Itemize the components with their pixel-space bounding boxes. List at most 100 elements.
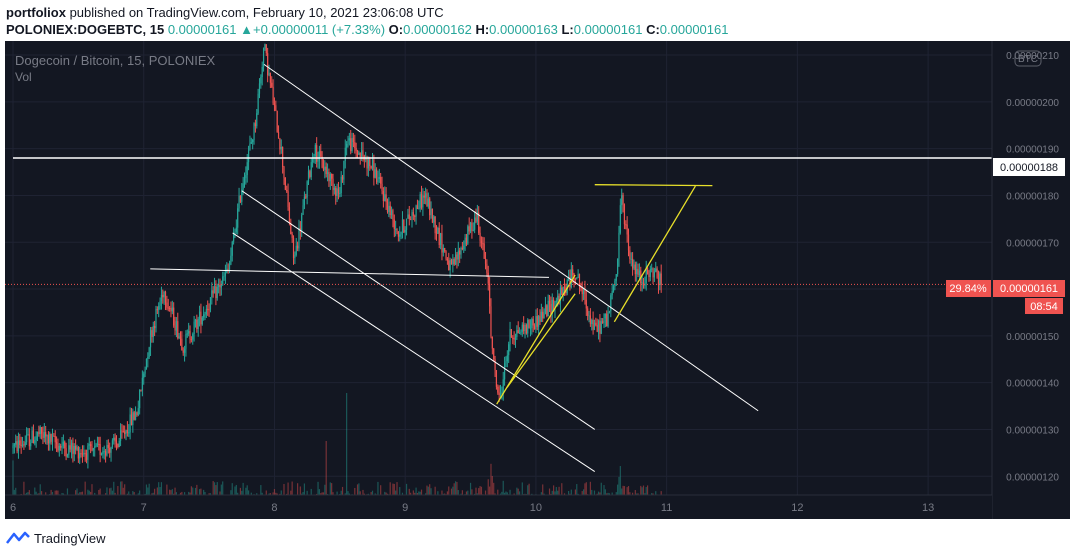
candle-body bbox=[416, 205, 419, 210]
candle-body bbox=[355, 148, 357, 151]
candle-body bbox=[253, 123, 255, 140]
candle-body bbox=[51, 435, 54, 442]
volume-bar bbox=[247, 490, 250, 495]
volume-bar bbox=[399, 487, 401, 495]
candle-body bbox=[645, 267, 647, 284]
y-tick-label: 0.00000120 bbox=[1006, 472, 1059, 483]
candle-body bbox=[132, 412, 134, 426]
candle-body bbox=[237, 208, 239, 228]
candle-body bbox=[520, 331, 522, 334]
tradingview-logo-icon[interactable] bbox=[6, 531, 30, 545]
volume-bar bbox=[441, 490, 443, 495]
volume-bar bbox=[600, 482, 602, 495]
candle-body bbox=[102, 451, 104, 454]
volume-bar bbox=[208, 493, 210, 495]
candle-body bbox=[38, 431, 40, 435]
volume-bar bbox=[641, 487, 643, 495]
volume-bar bbox=[623, 486, 626, 495]
y-tick-label: 0.00000210 bbox=[1006, 51, 1059, 62]
candle-body bbox=[80, 453, 82, 455]
pattern-flag-top bbox=[594, 184, 713, 187]
candle-body bbox=[317, 160, 319, 162]
candle-body bbox=[100, 453, 103, 455]
candle-body bbox=[469, 222, 472, 232]
candle-body bbox=[393, 219, 395, 230]
x-tick-label: 11 bbox=[661, 502, 672, 514]
volume-bar bbox=[577, 493, 579, 495]
candle-body bbox=[621, 195, 623, 206]
candle-body bbox=[40, 427, 43, 434]
author-name[interactable]: portfoliox bbox=[6, 5, 66, 20]
candle-body bbox=[139, 389, 141, 409]
candle-body bbox=[72, 442, 74, 454]
volume-bar bbox=[98, 489, 100, 495]
candle-body bbox=[487, 272, 489, 284]
candle-body bbox=[47, 435, 50, 444]
candle-body bbox=[656, 268, 658, 278]
volume-bar bbox=[542, 484, 544, 495]
candle-body bbox=[23, 444, 25, 446]
volume-bar bbox=[363, 493, 365, 495]
candle-body bbox=[186, 333, 188, 335]
candle-body bbox=[377, 179, 379, 183]
volume-bar bbox=[189, 492, 191, 495]
candle-body bbox=[538, 316, 540, 327]
volume-bar bbox=[209, 493, 212, 495]
price-chart[interactable]: Dogecoin / Bitcoin, 15, POLONIEX Vol 0.0… bbox=[5, 41, 1070, 519]
volume-bar bbox=[77, 493, 79, 495]
candle-body bbox=[454, 254, 457, 265]
candle-body bbox=[39, 427, 41, 435]
volume-bar bbox=[269, 493, 271, 495]
volume-bar bbox=[160, 482, 163, 495]
candle-body bbox=[321, 156, 323, 168]
candle-body bbox=[495, 370, 498, 387]
volume-bar bbox=[90, 491, 92, 495]
volume-bar bbox=[652, 493, 654, 495]
volume-bar bbox=[425, 493, 427, 495]
candle-body bbox=[472, 229, 474, 231]
volume-bar bbox=[299, 486, 301, 495]
volume-bar bbox=[61, 492, 63, 495]
volume-bar bbox=[122, 487, 124, 495]
candle-body bbox=[62, 441, 64, 446]
time-axis[interactable] bbox=[5, 495, 992, 519]
candle-body bbox=[164, 291, 167, 303]
candle-body bbox=[303, 196, 306, 206]
candle-body bbox=[359, 152, 361, 158]
candle-body bbox=[31, 430, 33, 443]
volume-bar bbox=[569, 493, 571, 495]
tradingview-brand[interactable]: TradingView bbox=[34, 530, 106, 546]
candle-body bbox=[392, 210, 394, 220]
volume-bar bbox=[133, 492, 135, 495]
volume-bar bbox=[348, 493, 350, 495]
candle-body bbox=[117, 443, 119, 448]
volume-bar bbox=[260, 485, 262, 495]
currency-badge[interactable]: BTC bbox=[1014, 50, 1042, 67]
volume-bar bbox=[35, 491, 37, 495]
candle-body bbox=[20, 445, 22, 447]
volume-bar bbox=[230, 490, 232, 495]
trendline-support-line bbox=[150, 268, 549, 278]
candle-body bbox=[596, 325, 598, 332]
candle-body bbox=[257, 93, 259, 114]
candle-body bbox=[548, 300, 551, 304]
candle-body bbox=[76, 447, 78, 450]
candle-body bbox=[587, 308, 589, 316]
volume-bar bbox=[15, 487, 17, 495]
candle-body bbox=[641, 282, 643, 284]
candle-body bbox=[460, 247, 462, 255]
volume-bar bbox=[570, 489, 572, 495]
candle-body bbox=[309, 171, 311, 177]
volume-bar bbox=[145, 484, 148, 495]
high-label: H: bbox=[475, 22, 490, 37]
volume-bar bbox=[358, 483, 360, 495]
candle-body bbox=[69, 445, 71, 450]
candle-body bbox=[245, 175, 247, 179]
volume-bar bbox=[603, 485, 605, 495]
chart-container[interactable]: Dogecoin / Bitcoin, 15, POLONIEX Vol 0.0… bbox=[5, 41, 1070, 519]
volume-bar bbox=[651, 493, 653, 495]
candle-body bbox=[350, 138, 352, 152]
candle-body bbox=[535, 316, 537, 330]
volume-bar bbox=[316, 493, 318, 495]
candle-body bbox=[540, 311, 542, 322]
